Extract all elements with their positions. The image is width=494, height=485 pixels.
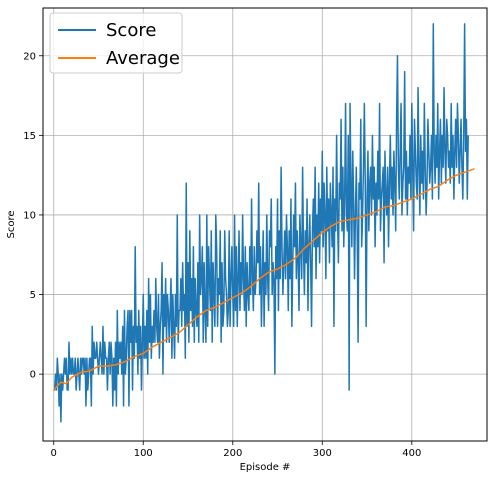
legend-label-average: Average xyxy=(106,48,180,69)
y-axis-label: Score xyxy=(6,210,17,238)
x-tick-label: 0 xyxy=(51,448,57,459)
series-line-average xyxy=(53,168,475,391)
series-line-score xyxy=(53,23,469,423)
x-axis-label: Episode # xyxy=(240,462,291,473)
x-tick-label: 200 xyxy=(223,448,242,459)
x-tick-label: 300 xyxy=(313,448,332,459)
y-tick-label: 5 xyxy=(30,290,36,301)
x-tick-label: 100 xyxy=(134,448,153,459)
y-tick-label: 15 xyxy=(23,131,36,142)
x-tick-label: 400 xyxy=(402,448,421,459)
y-tick-label: 20 xyxy=(23,51,36,62)
legend: Score Average xyxy=(49,12,183,74)
axis-ticks: 0 100 200 300 400 0 5 10 15 20 xyxy=(23,51,421,459)
legend-label-score: Score xyxy=(106,20,156,41)
series-lines xyxy=(53,23,475,423)
plot-frame xyxy=(42,7,488,442)
y-tick-label: 0 xyxy=(30,370,36,381)
y-tick-label: 10 xyxy=(23,210,36,221)
